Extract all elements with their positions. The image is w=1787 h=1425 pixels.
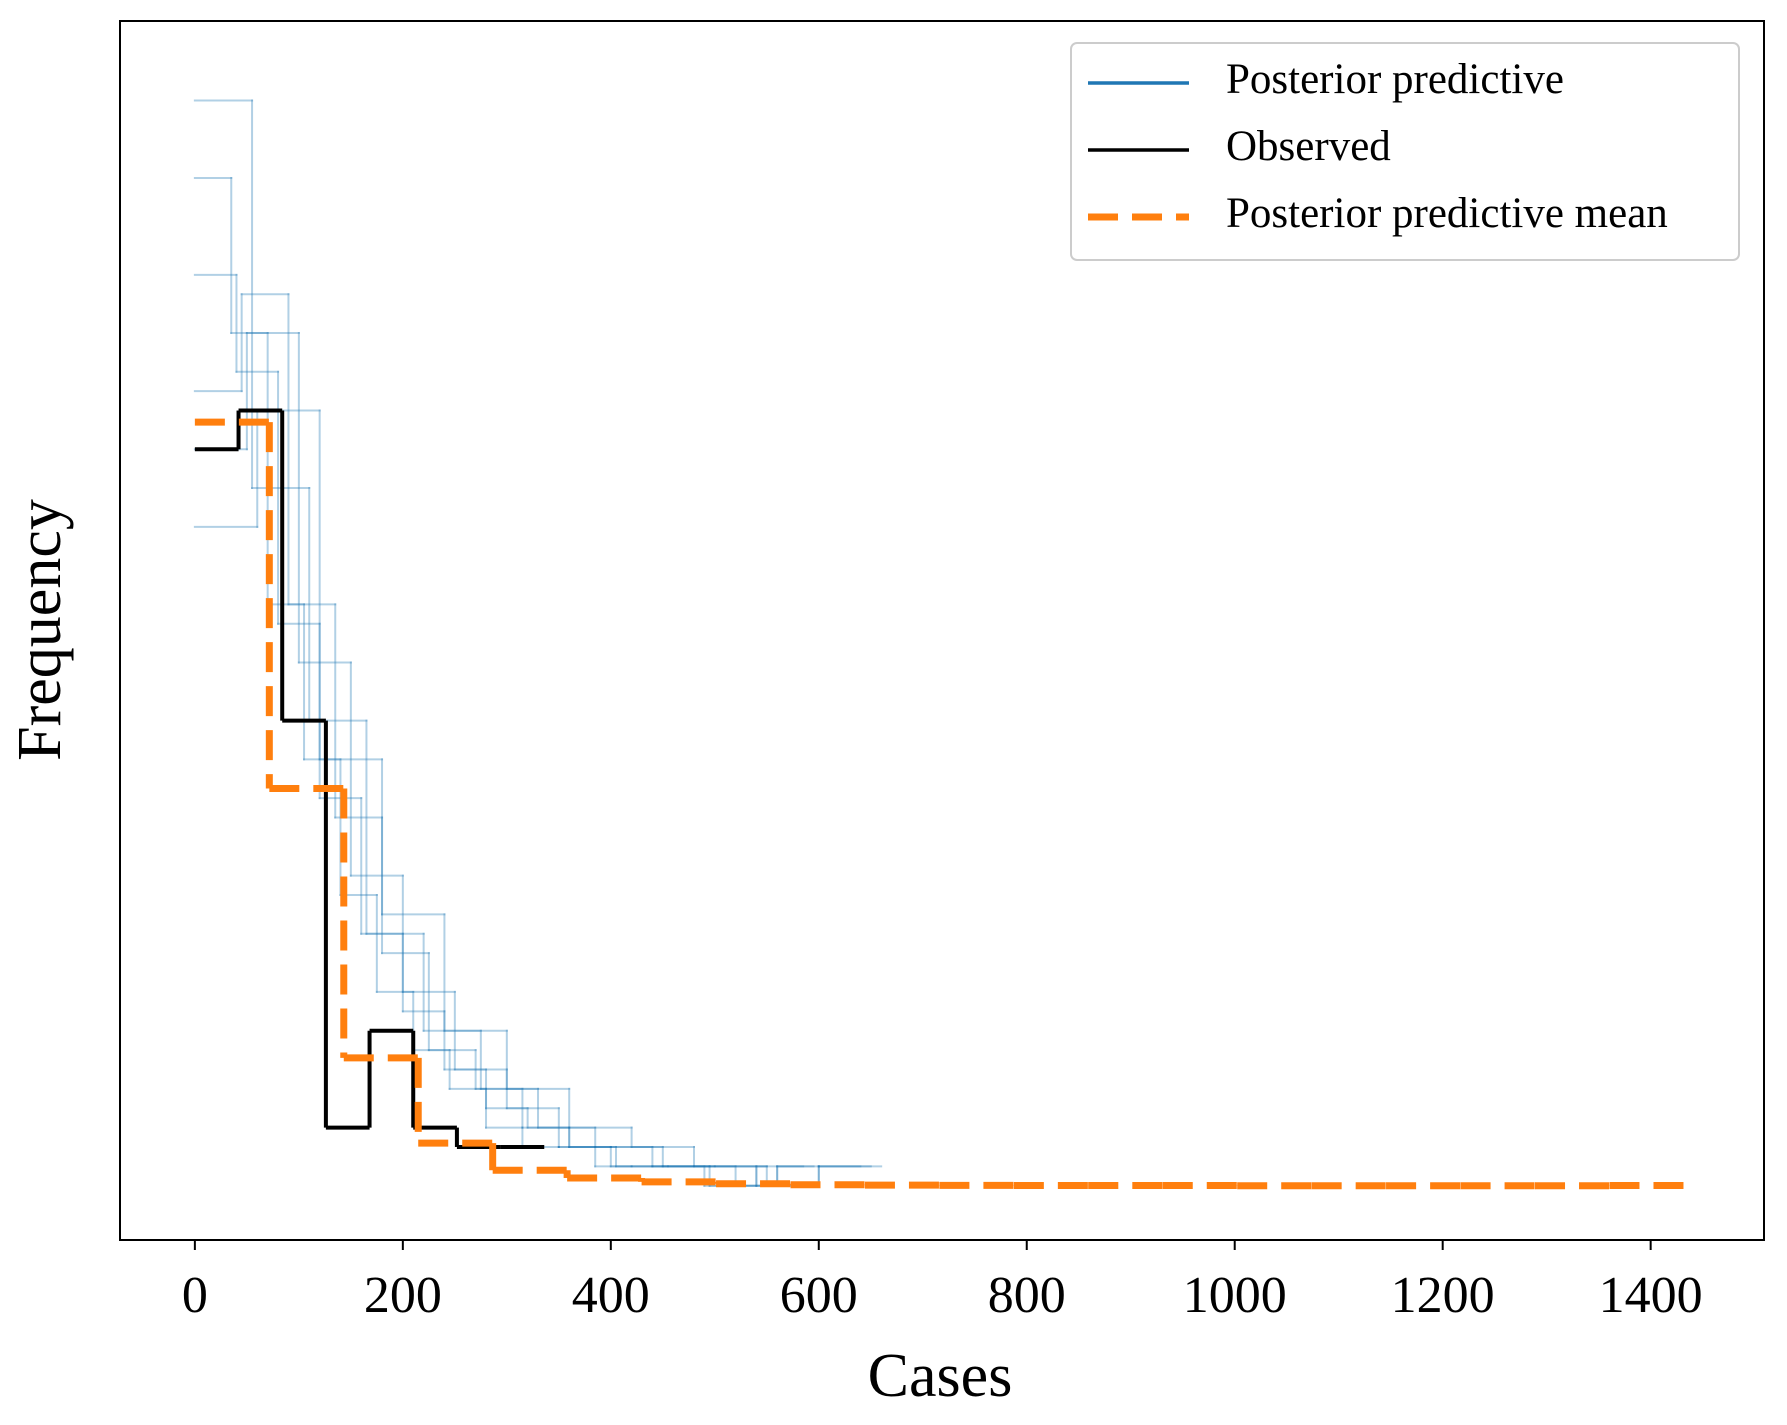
legend-label: Observed bbox=[1226, 123, 1391, 170]
sample-step-group bbox=[193, 176, 815, 1187]
x-tick-label: 1000 bbox=[1183, 1267, 1287, 1324]
hist-step-group bbox=[194, 418, 1684, 1190]
legend-box bbox=[1070, 42, 1740, 261]
sample-step-group bbox=[193, 332, 872, 1187]
legend-label: Posterior predictive bbox=[1226, 56, 1564, 103]
x-tick-label: 1400 bbox=[1599, 1267, 1703, 1324]
sample-step-group bbox=[193, 409, 883, 1187]
x-tick-label: 600 bbox=[780, 1267, 858, 1324]
y-axis-label: Frequency bbox=[6, 499, 74, 761]
x-axis-label: Cases bbox=[868, 1342, 1013, 1410]
plot-frame bbox=[119, 20, 1765, 1241]
x-tick-label: 400 bbox=[572, 1267, 650, 1324]
x-tick-label: 200 bbox=[364, 1267, 442, 1324]
legend-label: Posterior predictive mean bbox=[1226, 190, 1668, 237]
sample-step-group bbox=[193, 293, 805, 1187]
x-tick-label: 800 bbox=[988, 1267, 1066, 1324]
x-tick-label: 0 bbox=[182, 1267, 208, 1324]
x-tick-label: 1200 bbox=[1391, 1267, 1495, 1324]
hist-step-group bbox=[194, 408, 545, 1149]
